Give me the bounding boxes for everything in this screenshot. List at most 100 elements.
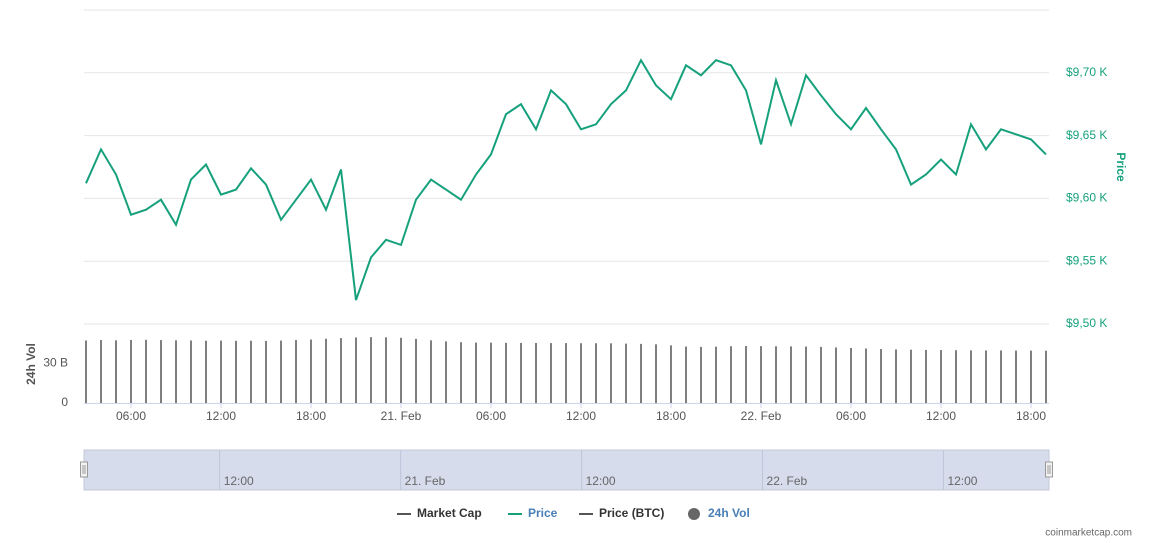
volume-bar bbox=[640, 343, 642, 403]
volume-bar bbox=[235, 340, 237, 403]
price-line bbox=[85, 58, 1047, 301]
volume-bar bbox=[370, 337, 372, 403]
volume-bar bbox=[985, 350, 987, 403]
volume-bar bbox=[925, 349, 927, 403]
volume-bar bbox=[475, 342, 477, 403]
volume-bar bbox=[580, 343, 582, 403]
navigator-handle[interactable] bbox=[80, 461, 88, 478]
volume-bar bbox=[790, 346, 792, 403]
y2-axis-title: 24h Vol bbox=[24, 343, 38, 385]
volume-bar bbox=[970, 350, 972, 403]
volume-bar bbox=[1015, 350, 1017, 403]
volume-bar bbox=[355, 337, 357, 403]
x-tick-label: 18:00 bbox=[656, 409, 686, 423]
volume-bar bbox=[280, 340, 282, 403]
x-tick-label: 21. Feb bbox=[381, 409, 422, 423]
volume-bar bbox=[415, 338, 417, 403]
volume-bar bbox=[700, 346, 702, 403]
volume-bar bbox=[880, 349, 882, 403]
y-tick-label: $9,55 K bbox=[1066, 253, 1107, 267]
x-tick-label: 12:00 bbox=[566, 409, 596, 423]
volume-bar bbox=[895, 349, 897, 403]
x-tick-label: 12:00 bbox=[926, 409, 956, 423]
volume-bar bbox=[310, 339, 312, 403]
y2-tick-label: 30 B bbox=[43, 356, 68, 370]
y2-tick-label: 0 bbox=[61, 395, 68, 409]
volume-bar bbox=[745, 345, 747, 403]
volume-bar bbox=[550, 343, 552, 403]
volume-bar bbox=[1045, 350, 1047, 403]
volume-bar bbox=[610, 343, 612, 403]
y-tick-label: $9,65 K bbox=[1066, 128, 1107, 142]
volume-bar bbox=[85, 340, 87, 403]
y-tick-label: $9,50 K bbox=[1066, 316, 1107, 330]
y-tick-label: $9,60 K bbox=[1066, 191, 1107, 205]
volume-bar bbox=[760, 346, 762, 403]
x-tick-label: 12:00 bbox=[206, 409, 236, 423]
volume-bar bbox=[535, 342, 537, 403]
volume-bar bbox=[490, 342, 492, 403]
volume-bar bbox=[865, 348, 867, 403]
y-tick-label: $9,70 K bbox=[1066, 65, 1107, 79]
navigator-tick-label: 12:00 bbox=[586, 474, 616, 488]
x-tick-label: 18:00 bbox=[296, 409, 326, 423]
volume-bar bbox=[520, 342, 522, 403]
navigator-tick-label: 12:00 bbox=[224, 474, 254, 488]
navigator-tick-label: 21. Feb bbox=[405, 474, 446, 488]
x-tick-label: 06:00 bbox=[116, 409, 146, 423]
volume-bar bbox=[715, 346, 717, 403]
credit[interactable]: coinmarketcap.com bbox=[1045, 528, 1132, 539]
volume-bar bbox=[505, 342, 507, 403]
volume-bar bbox=[220, 340, 222, 403]
volume-bar bbox=[190, 340, 192, 403]
volume-bar bbox=[430, 340, 432, 403]
legend-item[interactable]: 24h Vol bbox=[708, 506, 750, 520]
volume-bar bbox=[850, 347, 852, 403]
volume-bar bbox=[820, 346, 822, 403]
legend-item[interactable]: Price (BTC) bbox=[599, 506, 664, 520]
volume-bar bbox=[595, 343, 597, 403]
volume-bar bbox=[400, 337, 402, 403]
volume-bar bbox=[115, 340, 117, 403]
navigator-handle[interactable] bbox=[1045, 461, 1053, 478]
volume-bar bbox=[835, 347, 837, 403]
volume-bar bbox=[445, 341, 447, 403]
volume-bar bbox=[160, 340, 162, 403]
volume-bar bbox=[250, 340, 252, 403]
volume-bar bbox=[175, 340, 177, 403]
volume-bar bbox=[460, 342, 462, 403]
volume-bar bbox=[955, 350, 957, 403]
volume-bar bbox=[295, 340, 297, 403]
volume-bar bbox=[1000, 350, 1002, 403]
volume-bar bbox=[385, 337, 387, 403]
volume-bar bbox=[205, 340, 207, 403]
volume-bar bbox=[730, 346, 732, 403]
volume-bar bbox=[670, 345, 672, 403]
volume-bar bbox=[265, 340, 267, 403]
volume-bar bbox=[325, 338, 327, 403]
volume-bar bbox=[940, 350, 942, 403]
volume-bar bbox=[655, 344, 657, 403]
volume-bar bbox=[565, 343, 567, 403]
legend-item[interactable]: Market Cap bbox=[417, 506, 482, 520]
volume-bar bbox=[100, 340, 102, 403]
volume-bar bbox=[1030, 350, 1032, 403]
volume-bar bbox=[685, 346, 687, 403]
navigator-tick-label: 12:00 bbox=[947, 474, 977, 488]
legend-item[interactable]: Price bbox=[528, 506, 558, 520]
legend-symbol[interactable] bbox=[688, 508, 700, 520]
y-axis-title: Price bbox=[1114, 152, 1128, 182]
x-tick-label: 22. Feb bbox=[741, 409, 782, 423]
x-tick-label: 06:00 bbox=[476, 409, 506, 423]
navigator-tick-label: 22. Feb bbox=[767, 474, 808, 488]
volume-bar bbox=[340, 338, 342, 403]
x-tick-label: 18:00 bbox=[1016, 409, 1046, 423]
volume-bar bbox=[130, 339, 132, 403]
volume-bar bbox=[910, 349, 912, 403]
volume-bar bbox=[625, 343, 627, 403]
volume-bar bbox=[775, 346, 777, 403]
x-tick-label: 06:00 bbox=[836, 409, 866, 423]
volume-bar bbox=[145, 339, 147, 403]
